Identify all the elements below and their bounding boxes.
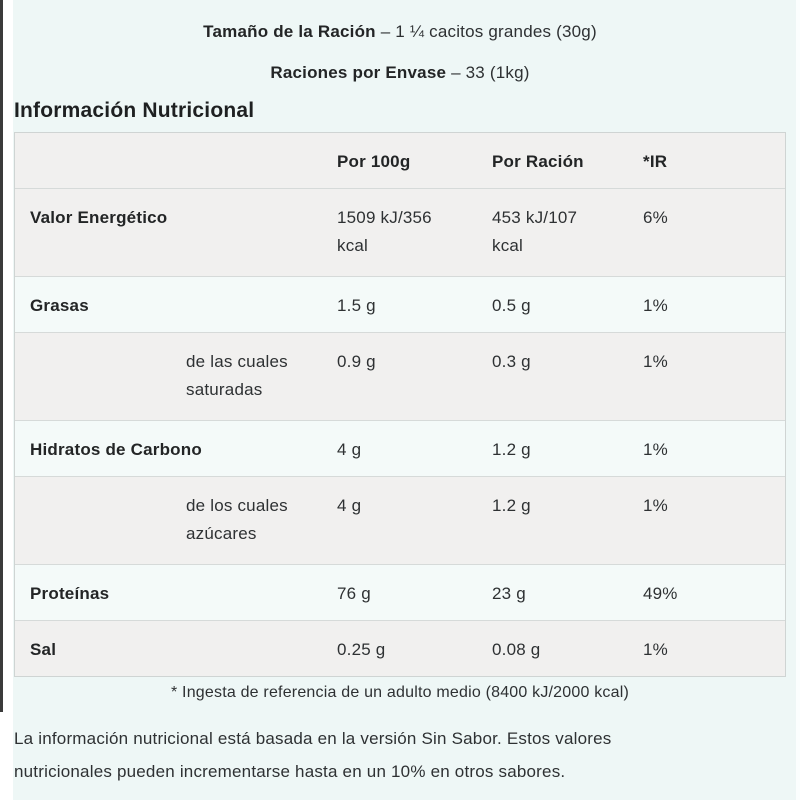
- cell-label-grasas-saturadas: de las cuales saturadas: [186, 352, 288, 399]
- table-header-row: Por 100g Por Ración *IR: [15, 133, 785, 188]
- nutrition-table: Por 100g Por Ración *IR Valor Energético 150…: [14, 132, 786, 677]
- table-row-valor-energetico: Valor Energético 1509 kJ/356 kcal 453 kJ/1…: [15, 188, 785, 276]
- cell-ir-grasas: 1%: [643, 296, 668, 315]
- cell-per-racion-azucares: 1.2 g: [492, 496, 531, 515]
- cell-label-hidratos-de-carbono: Hidratos de Carbono: [30, 440, 202, 459]
- cell-ir-valor-energetico: 6%: [643, 208, 668, 227]
- cell-per-racion-proteinas: 23 g: [492, 584, 526, 603]
- table-row-azucares: de los cuales azúcares 4 g 1.2 g 1%: [15, 476, 785, 564]
- cell-label-grasas: Grasas: [30, 296, 89, 315]
- cell-per-100g-hidratos-de-carbono: 4 g: [337, 440, 362, 459]
- cell-per-100g-valor-energetico: 1509 kJ/356 kcal: [337, 208, 432, 255]
- cell-ir-azucares: 1%: [643, 496, 668, 515]
- col-header-ir: *IR: [643, 152, 668, 171]
- table-row-proteinas: Proteínas 76 g 23 g 49%: [15, 564, 785, 620]
- section-title: Información Nutricional: [14, 99, 255, 122]
- table-row-hidratos-de-carbono: Hidratos de Carbono 4 g 1.2 g 1%: [15, 420, 785, 476]
- table-row-grasas: Grasas 1.5 g 0.5 g 1%: [15, 276, 785, 332]
- cell-per-100g-proteinas: 76 g: [337, 584, 371, 603]
- cell-label-azucares: de los cuales azúcares: [186, 496, 288, 543]
- cell-ir-proteinas: 49%: [643, 584, 678, 603]
- serving-size-label: Tamaño de la Ración: [203, 22, 376, 41]
- col-header-por-100g: Por 100g: [337, 152, 411, 171]
- serving-size-line: Tamaño de la Ración – 1 ¼ cacitos grande…: [0, 0, 800, 42]
- flavour-disclaimer: La información nutricional está basada e…: [14, 729, 612, 781]
- cell-per-racion-grasas: 0.5 g: [492, 296, 531, 315]
- cell-per-100g-azucares: 4 g: [337, 496, 362, 515]
- cell-per-racion-grasas-saturadas: 0.3 g: [492, 352, 531, 371]
- cell-per-racion-valor-energetico: 453 kJ/107 kcal: [492, 208, 578, 255]
- cell-ir-sal: 1%: [643, 640, 668, 659]
- left-white-gutter: [0, 0, 13, 800]
- cell-ir-grasas-saturadas: 1%: [643, 352, 668, 371]
- reference-intake-footnote: * Ingesta de referencia de un adulto med…: [170, 684, 630, 701]
- right-white-gutter: [796, 0, 800, 800]
- cell-label-sal: Sal: [30, 640, 57, 659]
- servings-per-container-label: Raciones por Envase: [270, 63, 447, 82]
- cell-label-proteinas: Proteínas: [30, 584, 110, 603]
- cell-ir-hidratos-de-carbono: 1%: [643, 440, 668, 459]
- table-row-grasas-saturadas: de las cuales saturadas 0.9 g 0.3 g 1%: [15, 332, 785, 420]
- servings-per-container-line: Raciones por Envase – 33 (1kg): [0, 63, 800, 83]
- servings-per-container-value: – 33 (1kg): [451, 63, 530, 82]
- serving-size-value: – 1 ¼ cacitos grandes (30g): [380, 22, 597, 41]
- left-edge-line: [0, 0, 3, 712]
- col-header-por-racion: Por Ración: [492, 152, 584, 171]
- cell-per-100g-grasas-saturadas: 0.9 g: [337, 352, 376, 371]
- cell-per-racion-hidratos-de-carbono: 1.2 g: [492, 440, 531, 459]
- cell-label-valor-energetico: Valor Energético: [30, 208, 168, 227]
- col-header-label: [15, 133, 337, 188]
- cell-per-100g-sal: 0.25 g: [337, 640, 386, 659]
- cell-per-racion-sal: 0.08 g: [492, 640, 541, 659]
- cell-per-100g-grasas: 1.5 g: [337, 296, 376, 315]
- table-row-sal: Sal 0.25 g 0.08 g 1%: [15, 620, 785, 676]
